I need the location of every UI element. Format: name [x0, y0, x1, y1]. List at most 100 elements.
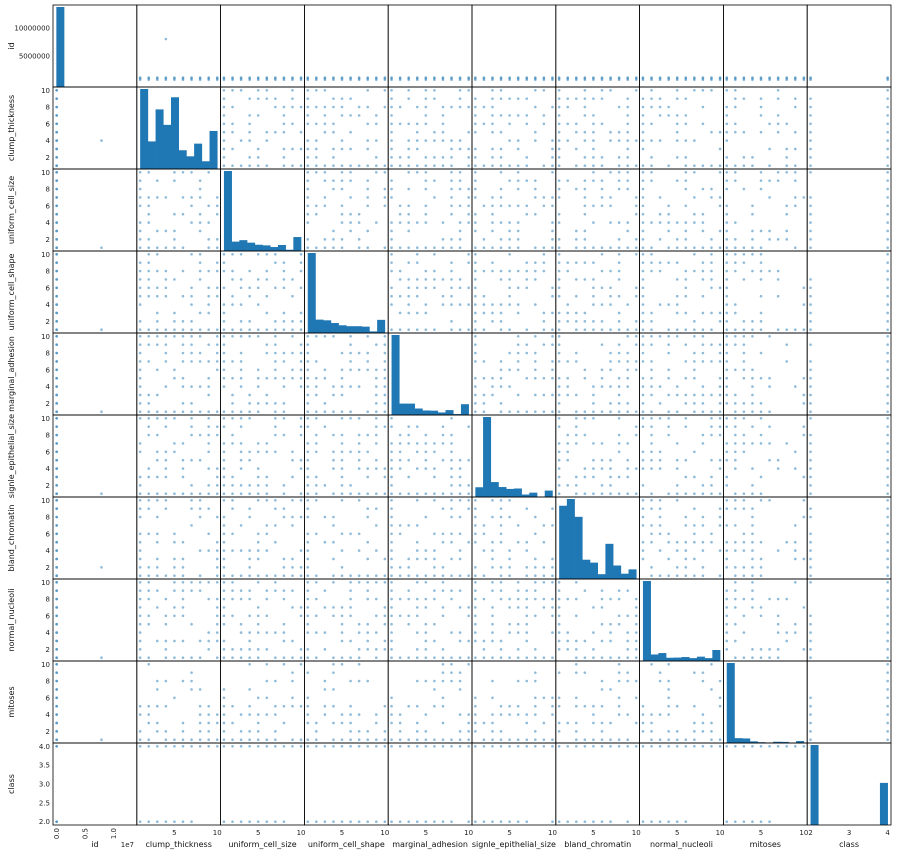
scatter-point	[215, 744, 219, 748]
scatter-point	[424, 156, 428, 159]
scatter-point	[667, 713, 670, 716]
pane-frame	[639, 742, 724, 826]
scatter-point	[231, 704, 234, 708]
scatter-point	[207, 467, 210, 470]
scatter-point	[617, 156, 621, 159]
scatter-point	[383, 425, 387, 428]
scatter-point	[450, 492, 453, 496]
scatter-point	[734, 77, 737, 80]
scatter-point	[215, 622, 219, 626]
scatter-point	[667, 416, 670, 420]
scatter-point	[482, 393, 486, 397]
x-tick-label: 1.0	[110, 828, 118, 839]
scatter-point	[231, 122, 234, 126]
pane-frame	[52, 660, 138, 744]
scatter-point	[390, 442, 393, 445]
scatter-point	[450, 820, 453, 824]
scatter-point	[534, 713, 537, 716]
scatter-point	[583, 492, 587, 496]
scatter-point	[265, 484, 269, 487]
scatter-point	[725, 229, 729, 233]
scatter-point	[138, 368, 142, 372]
scatter-point	[482, 532, 486, 536]
scatter-point	[315, 484, 318, 487]
scatter-point	[55, 475, 59, 479]
scatter-point	[617, 351, 621, 355]
scatter-point	[374, 467, 378, 470]
scatter-point	[291, 77, 294, 80]
scatter-point	[491, 97, 494, 100]
scatter-point	[248, 450, 251, 454]
scatter-point	[390, 648, 393, 651]
scatter-point	[155, 540, 159, 544]
scatter-point	[299, 704, 303, 708]
scatter-point	[592, 179, 595, 182]
scatter-point	[734, 410, 737, 414]
scatter-point	[256, 498, 260, 502]
scatter-point	[231, 303, 234, 306]
scatter-point	[239, 524, 243, 527]
scatter-point	[508, 557, 511, 561]
scatter-point	[474, 179, 477, 182]
scatter-point	[474, 614, 477, 618]
scatter-point	[147, 492, 151, 496]
scatter-point	[138, 704, 142, 708]
pane-frame	[806, 578, 892, 662]
scatter-point	[147, 614, 151, 618]
scatter-point	[600, 820, 604, 824]
scatter-point	[809, 532, 812, 536]
scatter-point	[710, 246, 713, 250]
pane-marginal_adhesion-vs-id	[52, 332, 138, 416]
scatter-point	[725, 204, 729, 208]
scatter-point	[390, 549, 393, 552]
scatter-point	[626, 713, 629, 716]
scatter-point	[641, 221, 645, 224]
scatter-point	[215, 713, 219, 716]
scatter-point	[415, 540, 419, 544]
scatter-point	[491, 303, 494, 306]
scatter-point	[340, 614, 344, 618]
scatter-point	[222, 467, 226, 470]
scatter-point	[248, 269, 251, 273]
scatter-point	[710, 540, 713, 544]
scatter-point	[155, 688, 159, 691]
scatter-point	[207, 410, 210, 414]
scatter-point	[198, 639, 202, 643]
scatter-point	[349, 334, 352, 338]
scatter-point	[441, 721, 445, 725]
pane-frame	[555, 742, 640, 826]
scatter-point	[407, 656, 410, 660]
scatter-point	[198, 688, 202, 691]
scatter-point	[306, 393, 310, 397]
hist-bar	[613, 565, 622, 579]
scatter-point	[809, 622, 812, 626]
scatter-point	[390, 820, 393, 824]
scatter-point	[248, 114, 251, 117]
scatter-point	[574, 648, 578, 651]
scatter-point	[516, 410, 520, 414]
scatter-point	[357, 77, 361, 80]
scatter-point	[390, 164, 393, 168]
scatter-point	[239, 589, 243, 592]
scatter-point	[809, 730, 812, 733]
scatter-point	[315, 170, 318, 174]
scatter-point	[684, 515, 688, 519]
scatter-point	[441, 704, 445, 708]
scatter-point	[718, 549, 722, 552]
scatter-point	[742, 433, 746, 437]
scatter-point	[886, 229, 889, 233]
scatter-point	[332, 656, 335, 660]
scatter-point	[366, 639, 370, 643]
scatter-point	[551, 606, 554, 609]
scatter-point	[516, 179, 520, 182]
scatter-point	[725, 246, 729, 250]
scatter-point	[600, 492, 604, 496]
y-tick-label: 2	[46, 400, 50, 408]
scatter-point	[557, 442, 561, 445]
scatter-point	[231, 580, 234, 584]
scatter-point	[574, 580, 578, 584]
pane-class-vs-mitoses	[723, 742, 808, 826]
scatter-point	[190, 320, 193, 323]
scatter-point	[809, 343, 812, 346]
scatter-point	[55, 549, 59, 552]
